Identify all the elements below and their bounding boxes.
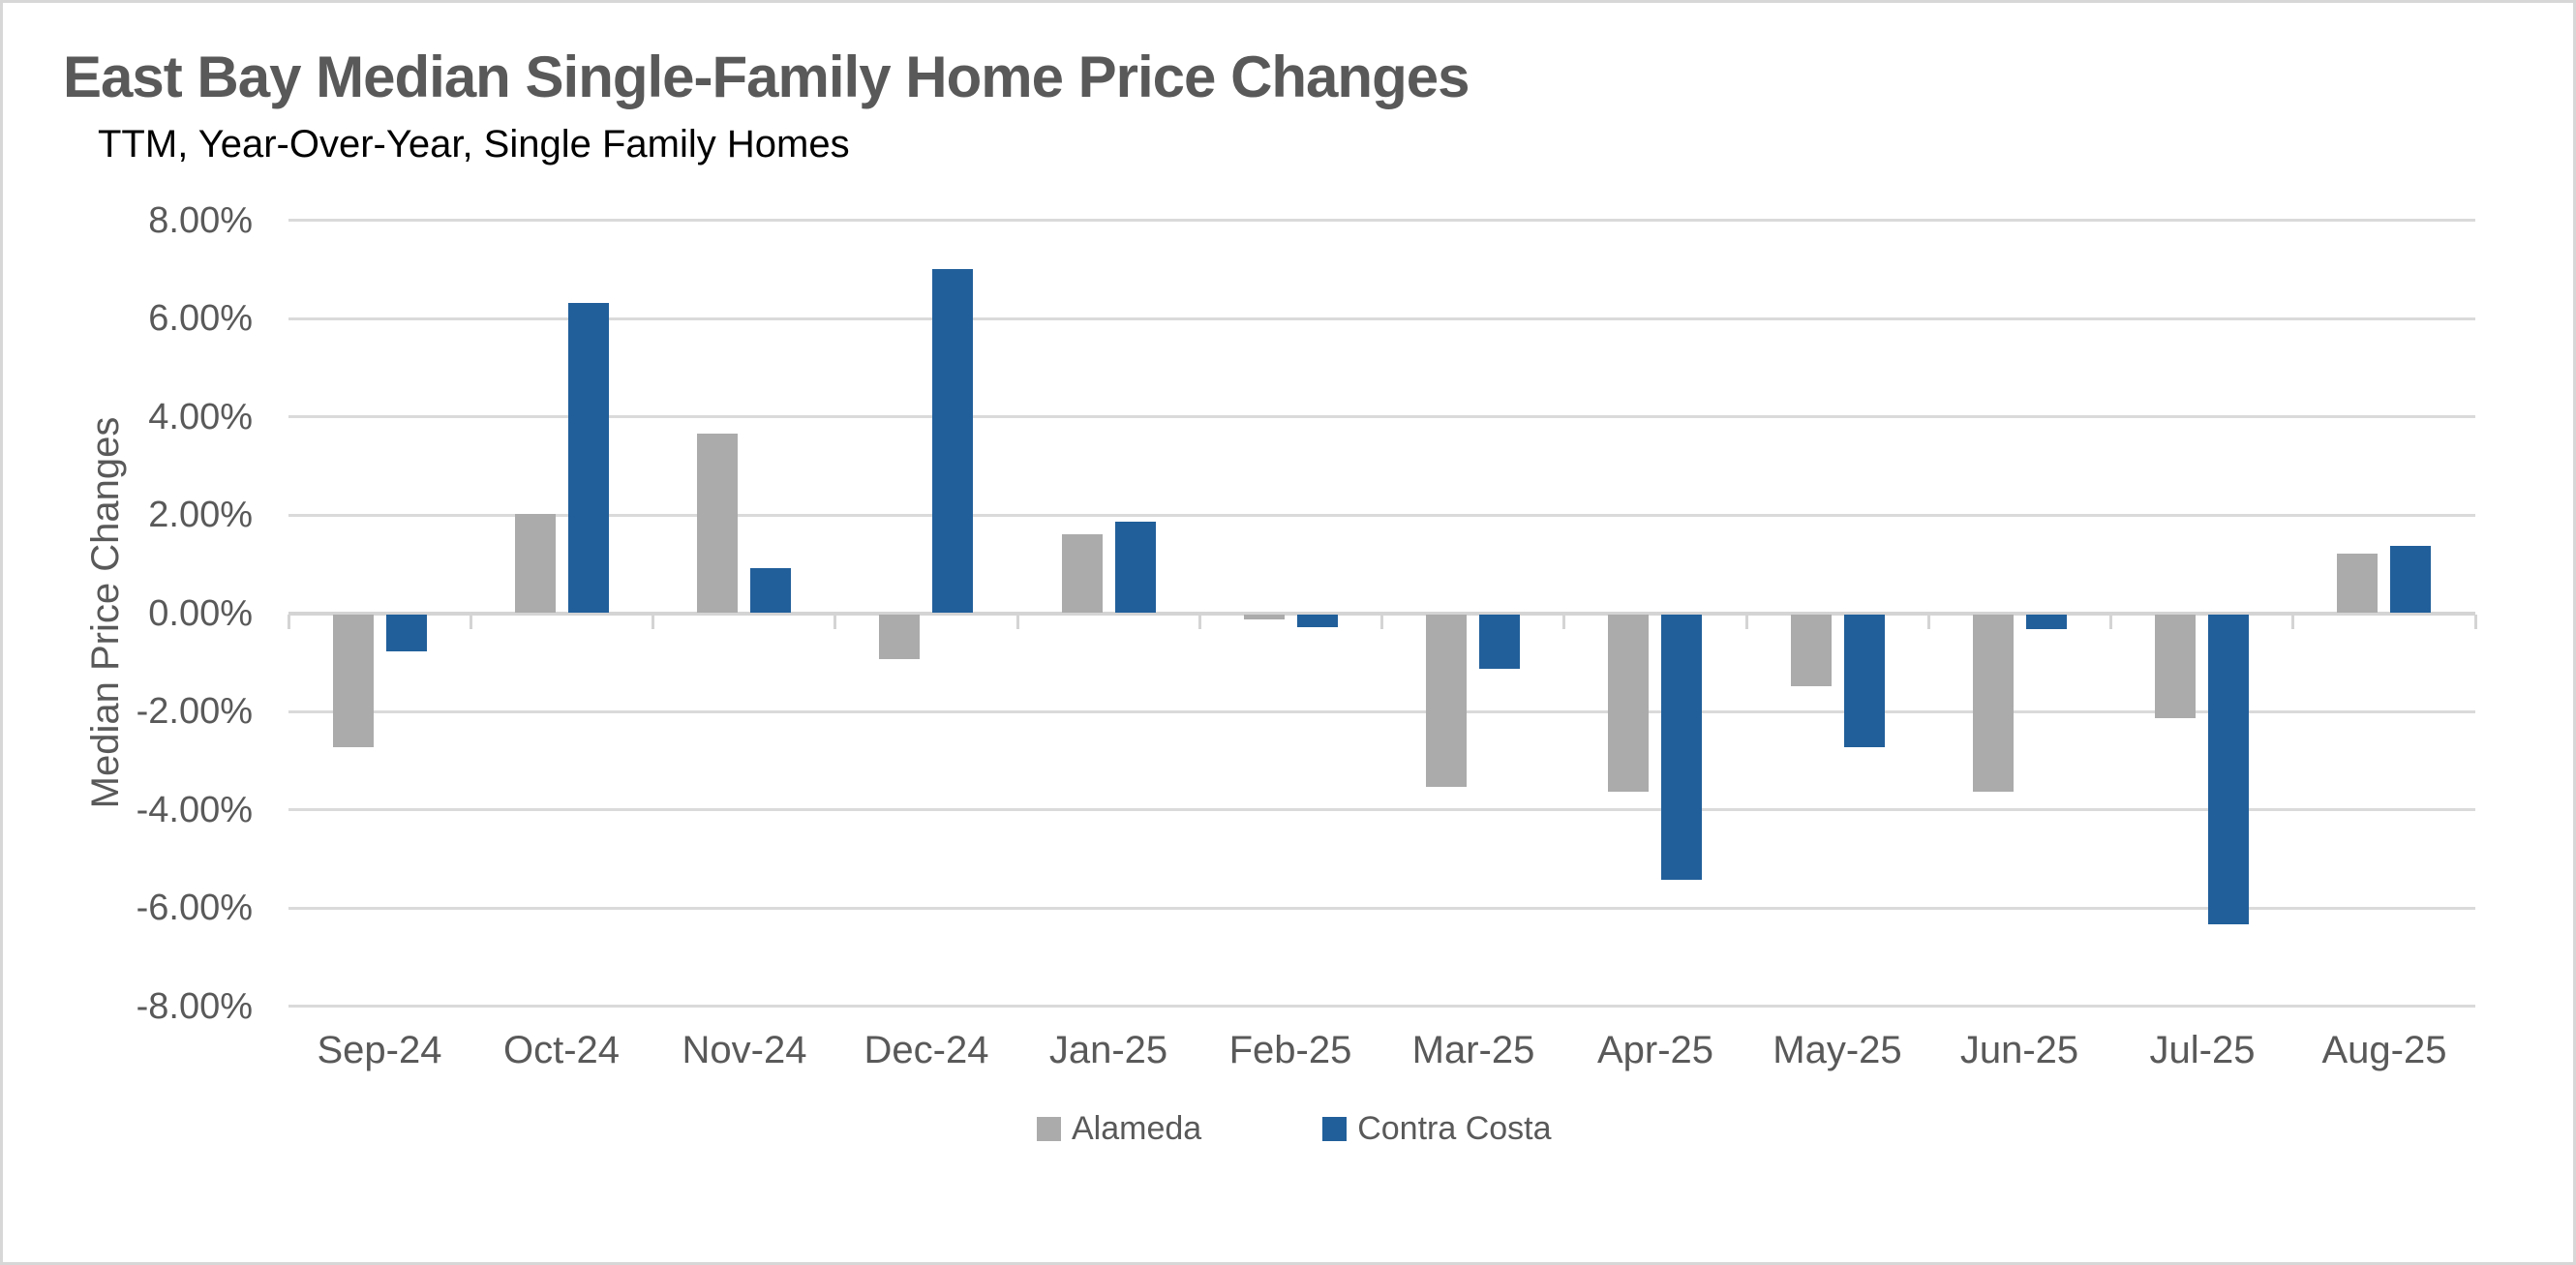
bar-contra-costa-apr-25 bbox=[1661, 615, 1702, 880]
x-axis-label: Jul-25 bbox=[2149, 1029, 2256, 1071]
bar-contra-costa-dec-24 bbox=[932, 269, 973, 613]
x-axis-tick bbox=[833, 615, 836, 629]
bar-contra-costa-feb-25 bbox=[1297, 615, 1338, 627]
x-axis-tick bbox=[1198, 615, 1201, 629]
y-axis-tick-label: -6.00% bbox=[136, 888, 253, 928]
bar-alameda-oct-24 bbox=[515, 514, 556, 613]
x-axis-label: Apr-25 bbox=[1596, 1029, 1714, 1071]
bar-contra-costa-sep-24 bbox=[386, 615, 427, 651]
x-axis-tick bbox=[652, 615, 654, 629]
bar-contra-costa-mar-25 bbox=[1479, 615, 1520, 669]
gridline bbox=[288, 317, 2475, 320]
bar-alameda-mar-25 bbox=[1426, 615, 1467, 787]
x-axis-tick bbox=[1562, 615, 1565, 629]
bar-alameda-jun-25 bbox=[1973, 615, 2014, 792]
bar-alameda-feb-25 bbox=[1244, 615, 1285, 619]
plot-area: 8.00% 6.00% 4.00% 2.00% 0.00% -2.00% -4.00% -6.… bbox=[3, 3, 2573, 1262]
x-axis-tick bbox=[2291, 615, 2294, 629]
bar-contra-costa-oct-24 bbox=[568, 303, 609, 613]
bar-contra-costa-jun-25 bbox=[2026, 615, 2067, 629]
x-axis-tick bbox=[2109, 615, 2112, 629]
x-axis-tick bbox=[1927, 615, 1930, 629]
y-axis-tick-label: 2.00% bbox=[148, 495, 253, 535]
gridline bbox=[288, 808, 2475, 811]
legend-swatch-contra-costa bbox=[1322, 1117, 1348, 1141]
y-axis-tick-label: 6.00% bbox=[148, 298, 253, 339]
bar-alameda-aug-25 bbox=[2337, 554, 2378, 613]
y-axis-tick-label: 8.00% bbox=[148, 200, 253, 241]
bar-contra-costa-may-25 bbox=[1844, 615, 1885, 747]
x-axis-label: Feb-25 bbox=[1228, 1029, 1352, 1071]
y-axis-tick-label: -8.00% bbox=[136, 986, 253, 1027]
y-axis-tick-label: 4.00% bbox=[148, 397, 253, 437]
bar-alameda-jan-25 bbox=[1062, 534, 1103, 613]
gridline bbox=[288, 907, 2475, 910]
gridline bbox=[288, 415, 2475, 418]
legend-swatch-alameda bbox=[1037, 1117, 1061, 1141]
x-axis-label: Jun-25 bbox=[1959, 1029, 2079, 1071]
y-axis-tick-label: -4.00% bbox=[136, 790, 253, 830]
legend-item-contra-costa: Contra Costa bbox=[1322, 1110, 1552, 1147]
bar-contra-costa-jan-25 bbox=[1115, 522, 1156, 613]
bar-alameda-may-25 bbox=[1791, 615, 1832, 686]
x-axis-label: Sep-24 bbox=[317, 1029, 442, 1071]
bar-alameda-jul-25 bbox=[2155, 615, 2196, 718]
x-axis-tick bbox=[1745, 615, 1748, 629]
bar-contra-costa-aug-25 bbox=[2390, 546, 2431, 613]
legend-label-contra-costa: Contra Costa bbox=[1357, 1110, 1552, 1147]
x-axis-tick bbox=[1016, 615, 1019, 629]
x-axis-label: Jan-25 bbox=[1048, 1029, 1168, 1071]
x-axis-tick bbox=[2474, 615, 2477, 629]
gridline bbox=[288, 1005, 2475, 1008]
legend: Alameda Contra Costa bbox=[1037, 1110, 1552, 1147]
gridline bbox=[288, 514, 2475, 517]
x-axis-label: Aug-25 bbox=[2321, 1029, 2447, 1071]
bar-alameda-nov-24 bbox=[697, 434, 738, 613]
bar-alameda-sep-24 bbox=[333, 615, 374, 747]
legend-item-alameda: Alameda bbox=[1037, 1110, 1202, 1147]
legend-label-alameda: Alameda bbox=[1072, 1110, 1202, 1147]
x-axis-tick bbox=[288, 615, 290, 629]
chart-subtitle: TTM, Year-Over-Year, Single Family Homes bbox=[98, 123, 850, 166]
x-axis-label: Dec-24 bbox=[864, 1029, 989, 1071]
bar-alameda-dec-24 bbox=[879, 615, 920, 659]
bar-contra-costa-jul-25 bbox=[2208, 615, 2249, 924]
x-axis-label: May-25 bbox=[1773, 1029, 1902, 1071]
y-axis-tick-label: 0.00% bbox=[148, 593, 253, 634]
gridline bbox=[288, 612, 2475, 616]
gridline bbox=[288, 710, 2475, 713]
x-axis-tick bbox=[1380, 615, 1383, 629]
y-axis-tick-label: -2.00% bbox=[136, 691, 253, 732]
x-axis-label: Mar-25 bbox=[1411, 1029, 1535, 1071]
x-axis-label: Oct-24 bbox=[502, 1029, 621, 1071]
bar-alameda-apr-25 bbox=[1608, 615, 1649, 792]
gridline bbox=[288, 219, 2475, 222]
x-axis-tick bbox=[470, 615, 472, 629]
chart-title: East Bay Median Single-Family Home Price… bbox=[63, 45, 1470, 109]
bar-contra-costa-nov-24 bbox=[750, 568, 791, 613]
x-axis-label: Nov-24 bbox=[682, 1029, 807, 1071]
